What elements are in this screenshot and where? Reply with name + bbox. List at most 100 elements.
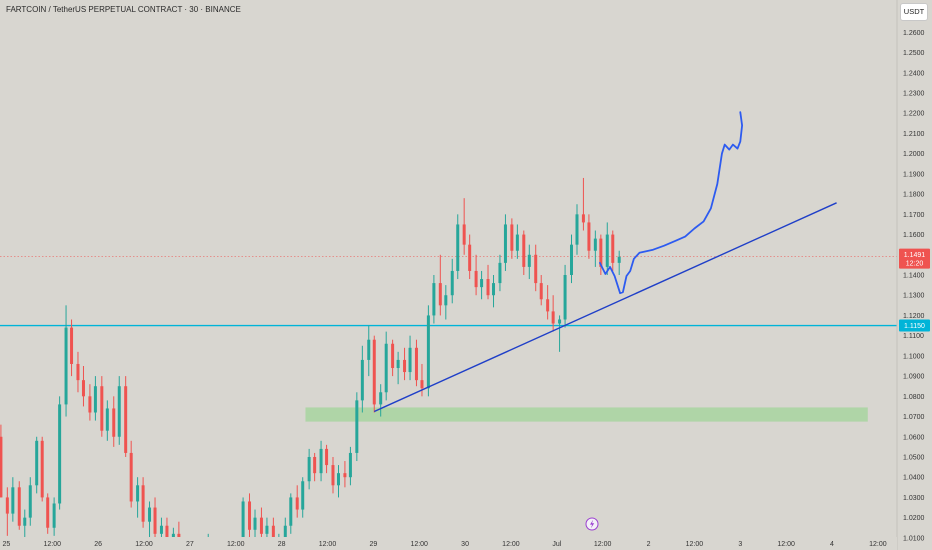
candle-body (177, 533, 181, 538)
candle (93, 376, 97, 421)
currency-button[interactable]: USDT (900, 3, 928, 21)
x-tick-label: 12:00 (319, 541, 337, 548)
x-tick-label: 26 (94, 541, 102, 548)
candle (569, 234, 573, 284)
candle-body (462, 224, 466, 245)
candle-body (259, 517, 263, 534)
x-tick-label: 2 (647, 541, 651, 548)
candle-body (0, 436, 3, 498)
candle (360, 345, 364, 413)
drawings-layer (373, 111, 837, 413)
candle-body (551, 311, 555, 324)
candle (336, 465, 340, 498)
candle-body (52, 503, 56, 528)
candle (28, 477, 32, 526)
candle-body (35, 440, 39, 486)
candle-body (343, 473, 347, 478)
candle (563, 264, 567, 328)
candle-body (503, 224, 507, 263)
candle (534, 244, 538, 292)
candle (355, 392, 359, 462)
demand-zone-layer (305, 407, 868, 422)
candle (444, 285, 448, 320)
candle (456, 214, 460, 280)
candle-body (136, 485, 140, 502)
candle (498, 254, 502, 292)
candle-body (88, 396, 92, 413)
candle-body (438, 283, 442, 306)
candle-body (23, 517, 27, 526)
candle (480, 270, 484, 300)
candle-body (372, 339, 376, 405)
candle (141, 477, 145, 528)
candle-body (325, 448, 329, 466)
candle (313, 452, 317, 482)
candle-body (575, 214, 579, 245)
candle-body (76, 363, 80, 381)
support-price-badge (899, 319, 930, 332)
candle (153, 497, 157, 542)
lightning-icon[interactable] (585, 517, 599, 531)
x-tick-label: 4 (830, 541, 834, 548)
candle (136, 477, 140, 518)
candle (112, 396, 116, 447)
candle-body (46, 497, 50, 528)
x-tick-label: 12:00 (227, 541, 245, 548)
candle-body (599, 238, 603, 267)
x-tick-label: 12:00 (686, 541, 704, 548)
candle-body (253, 517, 257, 530)
candle-body (307, 456, 311, 482)
candle-body (11, 487, 15, 514)
candle-body (569, 244, 573, 275)
demand-zone (305, 407, 868, 422)
candle (539, 275, 543, 306)
candle (384, 331, 388, 401)
candle-body (408, 347, 412, 373)
candle (367, 325, 371, 377)
candle-body (605, 234, 609, 267)
candle-body (93, 386, 97, 413)
trendline (373, 202, 837, 413)
x-tick-label: 12:00 (135, 541, 153, 548)
y-tick-label: 1.2400 (903, 70, 925, 77)
candle-body (384, 343, 388, 393)
x-tick-label: 3 (738, 541, 742, 548)
candle (599, 234, 603, 275)
candle (52, 497, 56, 536)
x-tick-label: 27 (186, 541, 194, 548)
candle (587, 214, 591, 259)
candle (11, 477, 15, 522)
candle-body (100, 386, 104, 431)
candle-body (336, 473, 340, 486)
candle (558, 315, 562, 352)
candle (35, 436, 39, 494)
candle-body (129, 452, 133, 502)
candle-body (40, 440, 44, 498)
candle-body (271, 525, 275, 542)
candle-body (486, 279, 490, 296)
candle (593, 230, 597, 267)
y-tick-label: 1.2100 (903, 131, 925, 138)
x-tick-label: 12:00 (869, 541, 887, 548)
candle (391, 339, 395, 377)
candle-body (141, 485, 145, 522)
y-tick-label: 1.1600 (903, 232, 925, 239)
candle-body (480, 279, 484, 288)
candle-body (5, 497, 9, 514)
candle (17, 481, 21, 530)
candle (403, 347, 407, 381)
support-price-label: 1.1150 (904, 323, 925, 330)
candle (58, 396, 62, 510)
candle (105, 400, 109, 441)
candle (492, 275, 496, 308)
current-price-label: 1.1491 (904, 252, 926, 259)
candle-body (414, 347, 418, 381)
candle-body (587, 222, 591, 251)
candle (551, 295, 555, 332)
x-tick-label: 28 (278, 541, 286, 548)
candle-body (355, 400, 359, 453)
y-tick-label: 1.0600 (903, 434, 925, 441)
